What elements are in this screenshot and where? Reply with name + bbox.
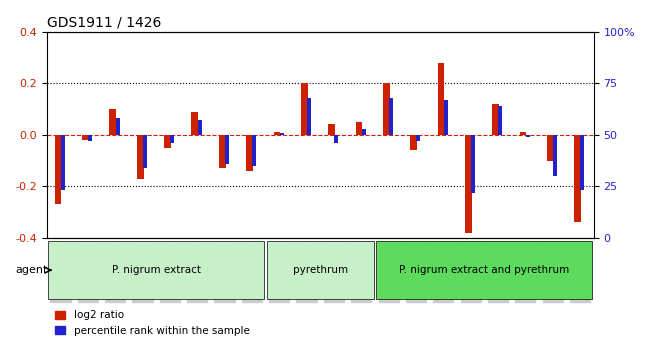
- Bar: [301, 83, 307, 135]
- Bar: [82, 135, 89, 140]
- Bar: [526, 135, 530, 137]
- Bar: [219, 135, 226, 168]
- Bar: [116, 118, 120, 135]
- Bar: [164, 135, 171, 148]
- Bar: [109, 109, 116, 135]
- Bar: [437, 62, 444, 135]
- Bar: [307, 98, 311, 135]
- Bar: [383, 83, 389, 135]
- Bar: [88, 135, 92, 141]
- Bar: [553, 135, 557, 176]
- Bar: [280, 133, 283, 135]
- Bar: [444, 100, 448, 135]
- Bar: [519, 132, 526, 135]
- Bar: [499, 106, 502, 135]
- Bar: [574, 135, 581, 223]
- FancyBboxPatch shape: [376, 241, 592, 299]
- Legend: log2 ratio, percentile rank within the sample: log2 ratio, percentile rank within the s…: [51, 306, 254, 340]
- FancyBboxPatch shape: [48, 241, 264, 299]
- Text: GDS1911 / 1426: GDS1911 / 1426: [47, 15, 161, 29]
- Bar: [246, 135, 253, 171]
- Bar: [143, 135, 147, 168]
- Bar: [252, 135, 256, 166]
- Text: P. nigrum extract and pyrethrum: P. nigrum extract and pyrethrum: [399, 265, 569, 275]
- Text: P. nigrum extract: P. nigrum extract: [112, 265, 201, 275]
- Bar: [547, 135, 554, 160]
- Bar: [61, 135, 65, 190]
- Bar: [580, 135, 584, 190]
- Bar: [136, 135, 144, 179]
- Bar: [362, 129, 365, 135]
- Bar: [465, 135, 472, 233]
- Bar: [356, 122, 362, 135]
- Text: pyrethrum: pyrethrum: [292, 265, 348, 275]
- Bar: [492, 104, 499, 135]
- Bar: [410, 135, 417, 150]
- Bar: [389, 98, 393, 135]
- Bar: [170, 135, 174, 143]
- Text: agent: agent: [15, 265, 47, 275]
- Bar: [55, 135, 62, 204]
- Bar: [471, 135, 475, 193]
- Bar: [334, 135, 338, 143]
- Bar: [274, 132, 280, 135]
- Bar: [192, 111, 198, 135]
- FancyBboxPatch shape: [267, 241, 374, 299]
- Bar: [328, 125, 335, 135]
- Bar: [225, 135, 229, 164]
- Bar: [198, 120, 202, 135]
- Bar: [417, 135, 421, 141]
